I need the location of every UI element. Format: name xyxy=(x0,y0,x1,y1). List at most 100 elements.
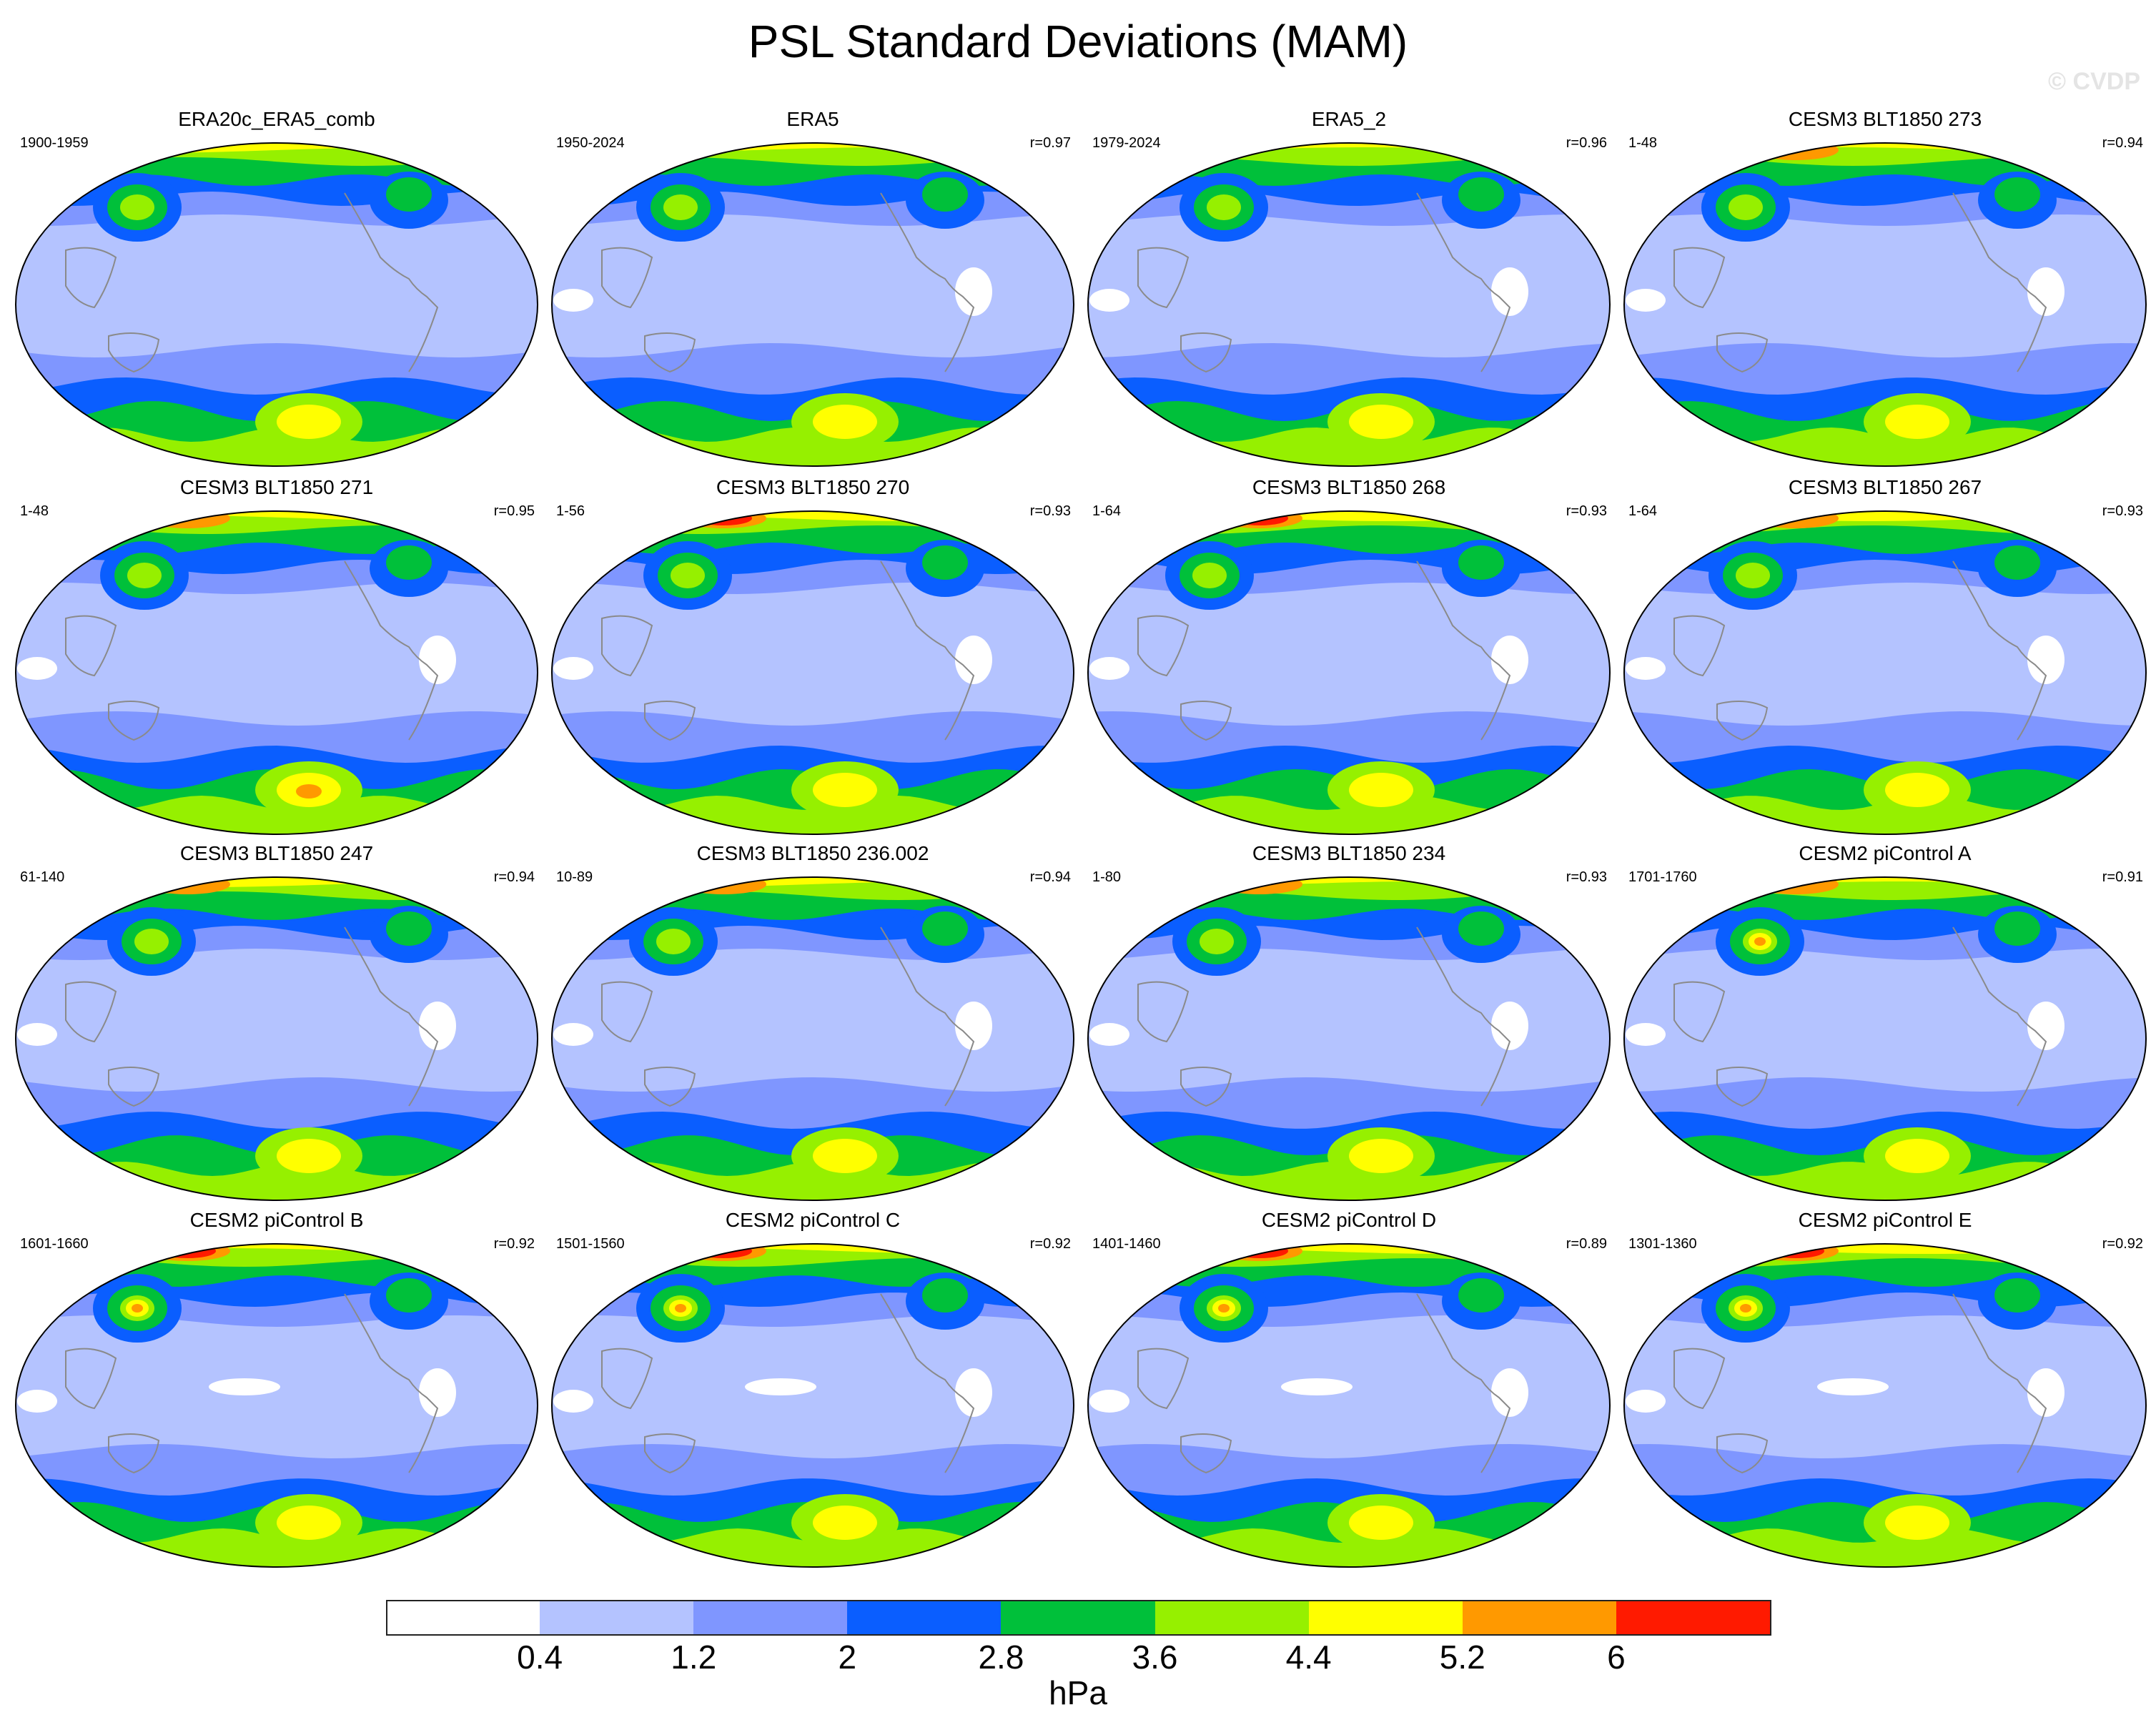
colorbar-tick-label: 4.4 xyxy=(1285,1638,1332,1676)
colorbar xyxy=(386,1600,1771,1636)
colorbar-swatch xyxy=(386,1600,542,1636)
panel-correlation: r=0.93 xyxy=(1029,503,1071,519)
panel-period: 1-48 xyxy=(1628,135,1658,151)
panel-period: 1-64 xyxy=(1092,503,1122,519)
psl-stddev-map xyxy=(551,142,1074,467)
panel-correlation: r=0.96 xyxy=(1566,135,1607,151)
psl-stddev-map xyxy=(1087,1243,1611,1568)
panel-correlation: r=0.93 xyxy=(1566,503,1607,519)
colorbar-swatch xyxy=(1154,1600,1309,1636)
psl-stddev-map xyxy=(15,142,538,467)
panel-title: CESM3 BLT1850 267 xyxy=(1788,476,1982,498)
panel-correlation: r=0.95 xyxy=(493,503,535,519)
map-panel: CESM2 piControl D 1401-1460 r=0.89 xyxy=(1081,1208,1617,1574)
panel-title: CESM2 piControl D xyxy=(1261,1209,1437,1231)
panel-period: 61-140 xyxy=(20,869,65,885)
psl-stddev-map xyxy=(1087,142,1611,467)
panel-title: ERA20c_ERA5_comb xyxy=(178,108,375,130)
map-panel: ERA5_2 1979-2024 r=0.96 xyxy=(1081,107,1617,473)
map-panel: CESM3 BLT1850 236.002 10-89 r=0.94 xyxy=(545,841,1081,1207)
panel-title: CESM2 piControl A xyxy=(1799,842,1972,864)
panel-correlation: r=0.92 xyxy=(1029,1236,1071,1252)
panel-period: 1-56 xyxy=(556,503,585,519)
panel-correlation: r=0.93 xyxy=(2102,503,2143,519)
psl-stddev-map xyxy=(15,1243,538,1568)
panel-correlation: r=0.94 xyxy=(1029,869,1071,885)
panel-correlation: r=0.94 xyxy=(2102,135,2143,151)
psl-stddev-map xyxy=(15,510,538,835)
colorbar-tick-label: 2 xyxy=(838,1638,857,1676)
panel-correlation: r=0.89 xyxy=(1566,1236,1607,1252)
map-panel: CESM3 BLT1850 271 1-48 r=0.95 xyxy=(9,475,545,841)
panel-title: CESM3 BLT1850 268 xyxy=(1252,476,1446,498)
psl-stddev-map xyxy=(1623,876,2147,1201)
panel-correlation: r=0.91 xyxy=(2102,869,2143,885)
map-panel: CESM3 BLT1850 270 1-56 r=0.93 xyxy=(545,475,1081,841)
panel-period: 10-89 xyxy=(556,869,593,885)
colorbar-tick-label: 6 xyxy=(1607,1638,1626,1676)
map-panel: CESM2 piControl E 1301-1360 r=0.92 xyxy=(1617,1208,2153,1574)
colorbar-tick-label: 1.2 xyxy=(671,1638,717,1676)
panel-title: CESM3 BLT1850 236.002 xyxy=(696,842,929,864)
colorbar-tick-label: 2.8 xyxy=(978,1638,1024,1676)
panel-period: 1950-2024 xyxy=(556,135,625,151)
colorbar-swatch xyxy=(847,1600,1002,1636)
panel-period: 1401-1460 xyxy=(1092,1236,1161,1252)
panel-period: 1-48 xyxy=(20,503,49,519)
colorbar-tick-label: 3.6 xyxy=(1132,1638,1178,1676)
panel-correlation: r=0.92 xyxy=(2102,1236,2143,1252)
psl-stddev-map xyxy=(1087,510,1611,835)
map-panel: CESM3 BLT1850 267 1-64 r=0.93 xyxy=(1617,475,2153,841)
cvdp-watermark: © CVDP xyxy=(2048,68,2140,95)
map-panel: CESM3 BLT1850 268 1-64 r=0.93 xyxy=(1081,475,1617,841)
map-panel: CESM3 BLT1850 234 1-80 r=0.93 xyxy=(1081,841,1617,1207)
panel-title: CESM3 BLT1850 271 xyxy=(179,476,374,498)
panel-period: 1601-1660 xyxy=(20,1236,89,1252)
panel-period: 1701-1760 xyxy=(1628,869,1697,885)
psl-stddev-map xyxy=(1087,876,1611,1201)
colorbar-swatch xyxy=(1308,1600,1463,1636)
psl-stddev-map xyxy=(1623,510,2147,835)
colorbar-swatch xyxy=(693,1600,848,1636)
colorbar-swatch xyxy=(1462,1600,1616,1636)
panel-period: 1301-1360 xyxy=(1628,1236,1697,1252)
panel-period: 1-80 xyxy=(1092,869,1122,885)
map-panel: CESM2 piControl A 1701-1760 r=0.91 xyxy=(1617,841,2153,1207)
psl-stddev-map xyxy=(551,510,1074,835)
colorbar-swatch xyxy=(540,1600,694,1636)
map-panel: CESM3 BLT1850 247 61-140 r=0.94 xyxy=(9,841,545,1207)
colorbar-units: hPa xyxy=(1049,1674,1107,1711)
panel-correlation: r=0.92 xyxy=(493,1236,535,1252)
panel-title: CESM3 BLT1850 234 xyxy=(1252,842,1446,864)
panel-title: CESM2 piControl B xyxy=(189,1209,364,1231)
colorbar-swatch xyxy=(1001,1600,1155,1636)
panel-period: 1501-1560 xyxy=(556,1236,625,1252)
map-panel: ERA20c_ERA5_comb 1900-1959 xyxy=(9,107,545,473)
panel-title: CESM2 piControl C xyxy=(725,1209,901,1231)
panel-title: ERA5 xyxy=(786,108,839,130)
panel-title: CESM3 BLT1850 270 xyxy=(716,476,910,498)
figure-title: PSL Standard Deviations (MAM) xyxy=(748,16,1408,67)
panel-title: ERA5_2 xyxy=(1311,108,1387,130)
map-panel-grid: ERA20c_ERA5_comb 1900-1959 ERA5 1950-2024 r=… xyxy=(9,107,2153,1574)
map-panel: ERA5 1950-2024 r=0.97 xyxy=(545,107,1081,473)
panel-correlation: r=0.94 xyxy=(493,869,535,885)
colorbar-tick-label: 0.4 xyxy=(517,1638,563,1676)
panel-period: 1979-2024 xyxy=(1092,135,1161,151)
psl-stddev-map xyxy=(1623,142,2147,467)
panel-title: CESM2 piControl E xyxy=(1798,1209,1972,1231)
map-panel: CESM3 BLT1850 273 1-48 r=0.94 xyxy=(1617,107,2153,473)
psl-stddev-map xyxy=(551,876,1074,1201)
colorbar-swatch xyxy=(1616,1600,1771,1636)
panel-title: CESM3 BLT1850 247 xyxy=(179,842,374,864)
panel-period: 1900-1959 xyxy=(20,135,89,151)
psl-stddev-map xyxy=(551,1243,1074,1568)
psl-stddev-map xyxy=(15,876,538,1201)
psl-stddev-map xyxy=(1623,1243,2147,1568)
panel-correlation: r=0.93 xyxy=(1566,869,1607,885)
colorbar-tick-label: 5.2 xyxy=(1439,1638,1485,1676)
map-panel: CESM2 piControl B 1601-1660 r=0.92 xyxy=(9,1208,545,1574)
map-panel: CESM2 piControl C 1501-1560 r=0.92 xyxy=(545,1208,1081,1574)
panel-period: 1-64 xyxy=(1628,503,1658,519)
panel-title: CESM3 BLT1850 273 xyxy=(1788,108,1982,130)
